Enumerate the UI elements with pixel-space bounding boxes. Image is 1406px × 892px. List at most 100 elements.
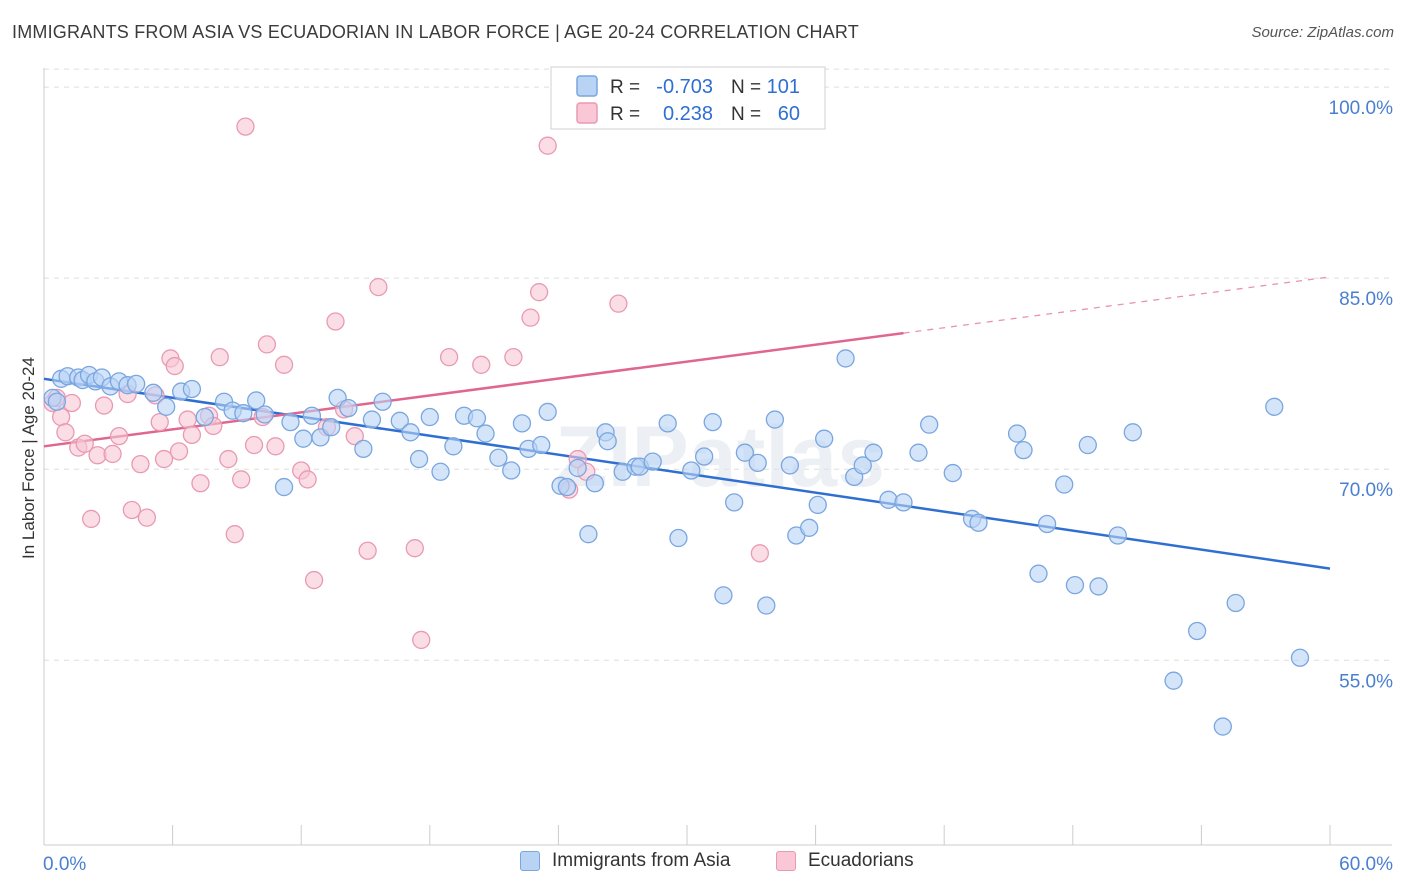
point-immigrants-from-asia [557,477,577,497]
point-immigrants-from-asia [444,437,463,456]
point-ecuadorians [169,442,189,461]
point-immigrants-from-asia [800,518,819,537]
point-immigrants-from-asia [294,429,313,448]
point-ecuadorians [178,410,197,429]
legend-label-immigrants: Immigrants from Asia [552,850,731,871]
point-immigrants-from-asia [489,448,508,467]
point-ecuadorians [137,508,157,527]
point-ecuadorians [150,412,169,432]
point-ecuadorians [109,426,129,446]
chart-title: IMMIGRANTS FROM ASIA VS ECUADORIAN IN LA… [12,22,859,42]
point-ecuadorians [504,347,523,367]
point-ecuadorians [266,437,285,456]
y-tick-label: 70.0% [1339,480,1393,501]
point-immigrants-from-asia [808,495,827,515]
stats-legend: R = -0.703 N = 101 R = 0.238 N = 60 [550,66,826,130]
point-immigrants-from-asia [47,392,67,411]
source-label: Source: ZipAtlas.com [1251,24,1394,41]
point-immigrants-from-asia [714,586,733,605]
point-immigrants-from-asia [815,429,834,448]
point-immigrants-from-asia [585,474,604,493]
point-immigrants-from-asia [538,402,557,422]
point-ecuadorians [225,525,244,544]
point-ecuadorians [369,277,388,297]
point-immigrants-from-asia [1078,435,1097,455]
point-ecuadorians [412,630,431,650]
point-ecuadorians [94,396,114,415]
point-ecuadorians [439,347,459,367]
point-immigrants-from-asia [969,513,988,532]
point-immigrants-from-asia [568,458,587,478]
point-ecuadorians [257,335,277,354]
point-immigrants-from-asia [401,423,420,442]
legend-swatch-ecuadorians [776,851,796,871]
axes [43,68,1392,846]
point-immigrants-from-asia [1014,440,1033,460]
point-immigrants-from-asia [780,456,800,475]
point-immigrants-from-asia [127,374,146,394]
point-immigrants-from-asia [409,449,429,469]
point-ecuadorians [219,449,238,469]
point-immigrants-from-asia [476,424,495,443]
legend-r-label-blue: R = [610,77,640,98]
point-ecuadorians [82,509,101,529]
grid-lines [44,68,1392,661]
point-ecuadorians [609,294,628,313]
point-immigrants-from-asia [274,477,294,497]
point-immigrants-from-asia [1213,717,1232,736]
point-immigrants-from-asia [703,412,722,432]
point-immigrants-from-asia [694,447,714,466]
point-immigrants-from-asia [765,410,785,429]
y-axis-label: In Labor Force | Age 20-24 [19,357,38,559]
y-tick-label: 100.0% [1329,98,1394,119]
legend-n-label-blue: N = [731,77,761,98]
legend-r-value-blue: -0.703 [656,76,713,98]
point-ecuadorians [56,423,75,442]
point-immigrants-from-asia [322,418,341,437]
point-immigrants-from-asia [512,414,532,433]
point-immigrants-from-asia [748,453,767,473]
point-immigrants-from-asia [864,443,883,462]
point-ecuadorians [182,425,202,444]
point-immigrants-from-asia [281,412,300,432]
point-immigrants-from-asia [247,391,266,410]
point-immigrants-from-asia [234,404,253,423]
point-ecuadorians [122,500,142,520]
point-immigrants-from-asia [757,596,776,615]
point-immigrants-from-asia [157,397,176,416]
point-immigrants-from-asia [735,443,755,462]
point-immigrants-from-asia [431,462,450,481]
point-ecuadorians [529,283,549,302]
point-ecuadorians [232,470,251,489]
legend-r-label-pink: R = [610,104,640,125]
x-tick-label: 0.0% [43,854,86,875]
data-points [43,79,1310,736]
point-immigrants-from-asia [255,405,274,424]
point-immigrants-from-asia [669,528,688,548]
point-immigrants-from-asia [1089,577,1108,596]
legend-item-immigrants-from-asia: Immigrants from Asia [520,850,730,872]
point-ecuadorians [472,355,491,374]
point-immigrants-from-asia [682,461,701,480]
point-ecuadorians [405,539,424,558]
legend-r-value-pink: 0.238 [663,103,713,125]
point-ecuadorians [538,136,557,155]
legend-item-ecuadorians: Ecuadorians [776,850,914,872]
point-immigrants-from-asia [1164,671,1183,690]
point-ecuadorians [304,570,324,590]
point-immigrants-from-asia [1037,514,1057,534]
y-tick-label: 85.0% [1339,289,1393,310]
point-immigrants-from-asia [598,432,617,451]
point-immigrants-from-asia [532,435,551,455]
tick-labels: 100.0% 85.0% 70.0% 55.0% 0.0% 60.0% [43,98,1393,875]
legend-swatch-immigrants [520,851,540,871]
point-immigrants-from-asia [302,406,322,425]
point-ecuadorians [131,454,150,474]
point-ecuadorians [210,347,229,367]
point-immigrants-from-asia [725,493,744,512]
point-immigrants-from-asia [1108,526,1127,545]
point-ecuadorians [298,470,317,489]
point-ecuadorians [103,444,122,464]
point-ecuadorians [274,355,294,374]
